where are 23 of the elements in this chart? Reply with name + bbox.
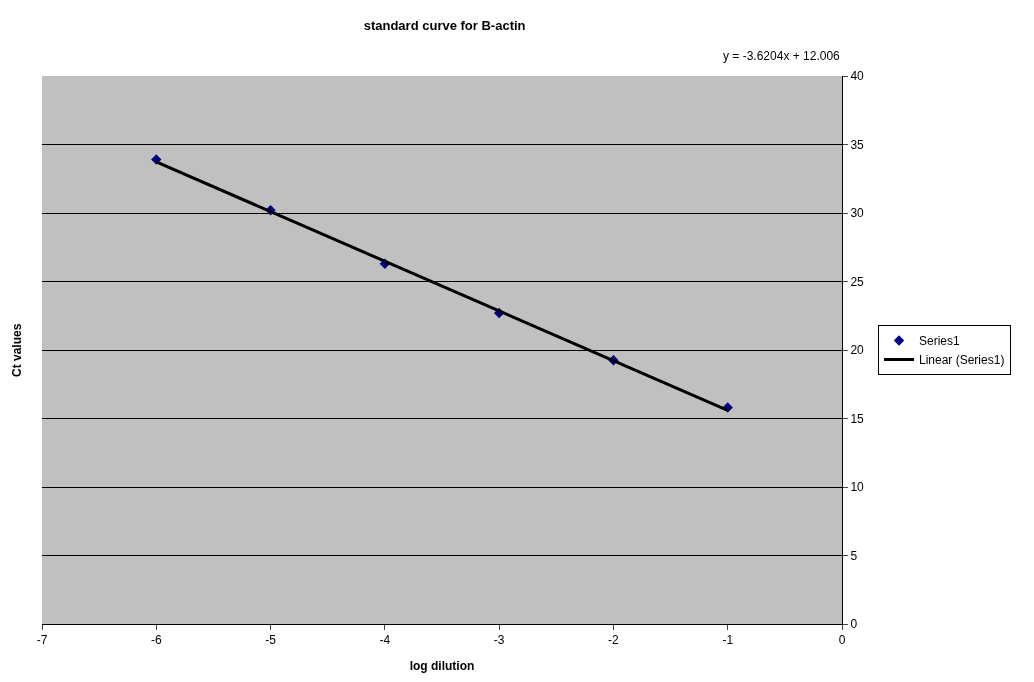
x-tick-label: -3: [493, 633, 505, 648]
y-tick-label: 40: [850, 69, 865, 84]
y-tick-label: 0: [850, 617, 858, 632]
y-tick-label: 35: [850, 137, 865, 152]
y-tick-label: 15: [850, 411, 865, 426]
x-tick-label: -5: [265, 633, 277, 648]
y-tick-label: 10: [850, 480, 865, 495]
x-tick-label: -6: [150, 633, 162, 648]
text: y = -3.6204x + 12.006: [723, 49, 841, 63]
x-tick-label: -4: [379, 633, 391, 648]
legend-label: Linear (Series1): [919, 353, 1005, 368]
y-tick-label: 30: [850, 206, 865, 221]
y-tick-label: 25: [850, 274, 865, 289]
legend-label: Series1: [919, 334, 961, 349]
x-tick-label: 0: [838, 633, 846, 648]
y-tick-label: 5: [850, 548, 858, 563]
chart-title: standard curve for B-actin: [363, 17, 526, 33]
x-axis-title: log dilution: [409, 659, 475, 673]
y-tick-label: 20: [850, 343, 865, 358]
x-tick-label: -1: [722, 633, 734, 648]
x-tick-label: -2: [608, 633, 620, 648]
y-axis-title: Ct values: [10, 323, 24, 377]
x-tick-label: -7: [36, 633, 48, 648]
